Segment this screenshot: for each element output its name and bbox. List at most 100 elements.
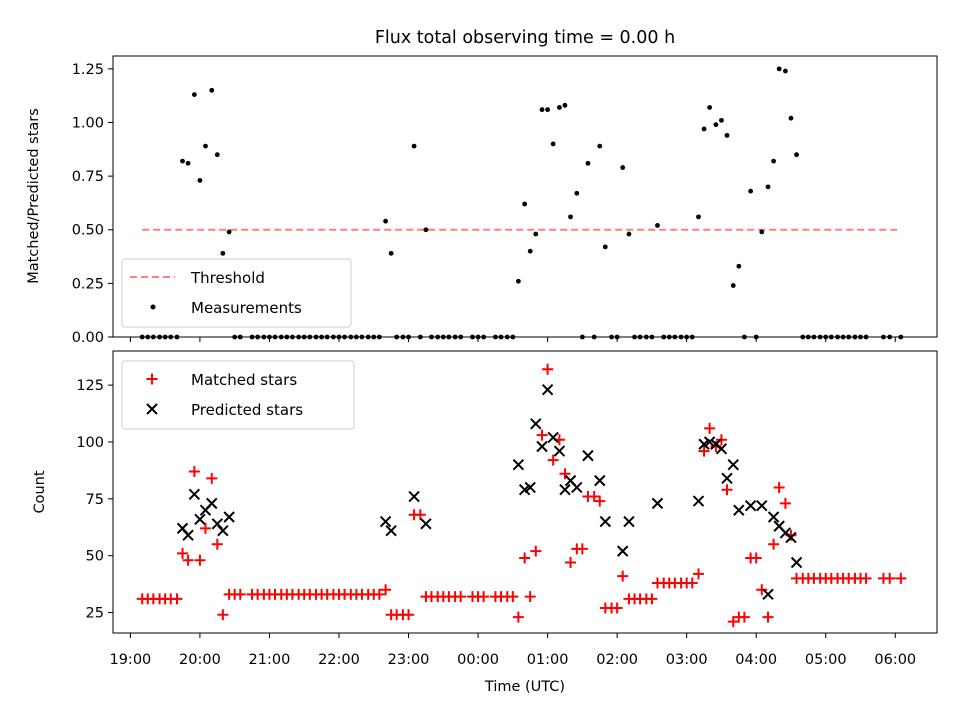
predicted-star-point	[536, 440, 548, 453]
predicted-star-point	[530, 418, 542, 430]
measurement-point	[719, 117, 724, 123]
legend-threshold-label: Threshold	[190, 269, 265, 287]
predicted-star-point	[217, 524, 229, 537]
predicted-star-point	[571, 481, 583, 494]
measurement-point	[771, 158, 776, 164]
bottom-xtick-label: 05:00	[805, 652, 847, 668]
matched-star-point	[884, 572, 896, 584]
predicted-star-point	[785, 531, 797, 544]
measurement-point	[226, 229, 232, 235]
top-ylabel: Matched/Predicted stars	[26, 108, 42, 284]
bottom-xtick-label: 22:00	[318, 652, 360, 668]
predicted-star-point	[762, 588, 774, 601]
predicted-star-point	[790, 556, 803, 569]
measurement-point	[620, 165, 626, 170]
matched-star-point	[565, 557, 577, 568]
matched-star-point	[895, 572, 907, 584]
measurement-point	[539, 107, 545, 113]
measurement-point	[550, 141, 556, 147]
predicted-star-point	[651, 497, 664, 510]
measurement-point	[707, 105, 713, 110]
matched-star-point	[559, 468, 571, 480]
legend-matched-swatch	[146, 373, 158, 385]
measurement-point	[209, 87, 215, 93]
matched-star-point	[727, 616, 739, 628]
matched-star-point	[519, 552, 531, 564]
matched-star-point	[536, 429, 548, 441]
bottom-xtick-label: 02:00	[596, 652, 638, 668]
predicted-star-point	[733, 504, 745, 516]
top-title: Flux total observing time = 0.00 h	[375, 28, 675, 48]
predicted-star-point	[594, 474, 606, 487]
measurement-point	[515, 278, 521, 284]
top-ytick-label: 1.00	[72, 115, 104, 131]
bottom-plot-frame	[112, 350, 938, 634]
measurement-point	[783, 68, 788, 74]
bottom-ytick-label: 100	[76, 435, 104, 451]
bottom-xlabel: Time (UTC)	[484, 679, 565, 695]
bottom-xtick-label: 21:00	[249, 652, 291, 668]
measurement-point	[748, 188, 754, 194]
matched-star-point	[704, 422, 716, 434]
measurement-point	[522, 201, 528, 207]
matched-star-point	[455, 591, 467, 603]
top-ytick-label: 0.25	[72, 276, 104, 292]
measurement-point	[197, 178, 203, 183]
measurement-point	[602, 244, 608, 250]
matched-star-point	[507, 591, 519, 603]
predicted-star-point	[715, 443, 728, 455]
matched-star-point	[576, 543, 588, 555]
matched-star-point	[512, 611, 524, 623]
matched-star-point	[698, 445, 710, 457]
predicted-star-point	[756, 499, 768, 512]
measurement-point	[696, 214, 701, 220]
bottom-xtick-label: 03:00	[666, 652, 708, 668]
predicted-star-point	[703, 436, 716, 448]
matched-star-point	[773, 481, 785, 493]
matched-star-point	[403, 609, 415, 621]
bottom-ytick-label: 75	[86, 492, 104, 508]
bottom-panel: Count Time (UTC) 19:00 20:00 21:00 22:00 23:…	[32, 350, 938, 695]
matched-star-point	[194, 554, 206, 566]
matched-star-point	[588, 491, 600, 503]
matched-star-point	[199, 522, 211, 534]
bottom-xtick-label: 04:00	[735, 652, 777, 668]
predicted-star-point	[512, 459, 525, 471]
measurement-point	[794, 152, 799, 158]
top-plot-frame	[112, 55, 938, 338]
matched-star-point	[547, 454, 559, 466]
predicted-star-point	[599, 515, 612, 528]
measurement-point	[220, 250, 226, 256]
matched-star-point	[182, 554, 194, 566]
measurement-point	[527, 248, 533, 254]
predicted-star-point	[553, 445, 566, 457]
bottom-marks	[136, 363, 907, 628]
measurement-point	[185, 160, 191, 166]
measurement-point	[557, 105, 562, 110]
matched-star-point	[756, 584, 768, 596]
matched-star-point	[762, 611, 774, 623]
bottom-legend-box	[121, 360, 355, 430]
measurement-point	[180, 158, 185, 164]
measurement-point	[724, 132, 730, 138]
legend-measurements-swatch	[150, 304, 156, 310]
matched-star-point	[530, 545, 542, 557]
measurement-point	[545, 107, 550, 113]
bottom-legend: Matched stars Predicted stars	[121, 360, 355, 430]
top-panel: Flux total observing time = 0.00 h Match…	[26, 28, 938, 346]
measurement-point	[411, 143, 417, 149]
matched-star-point	[542, 363, 554, 375]
matched-star-point	[234, 588, 246, 600]
matched-star-point	[211, 538, 223, 550]
bottom-ytick-label: 50	[86, 549, 104, 565]
predicted-star-point	[559, 484, 571, 496]
measurement-point	[562, 102, 568, 108]
matched-star-point	[692, 568, 704, 580]
predicted-star-point	[692, 495, 705, 507]
matched-star-point	[738, 611, 750, 623]
matched-star-point	[721, 484, 733, 496]
bottom-xtick-label: 20:00	[179, 652, 221, 668]
measurement-point	[730, 283, 736, 288]
bottom-xtick-label: 06:00	[874, 652, 916, 668]
